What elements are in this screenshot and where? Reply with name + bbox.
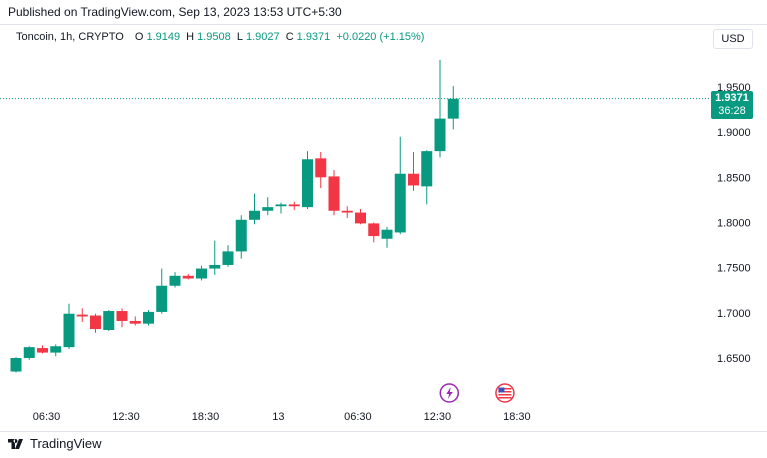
x-tick-label: 18:30: [192, 411, 220, 423]
published-note: Published on TradingView.com, Sep 13, 20…: [8, 5, 342, 19]
candle-down: [76, 314, 88, 317]
low-label: L: [236, 31, 243, 43]
close-label: C: [285, 31, 294, 43]
candle-up: [381, 229, 393, 239]
change-value: +0.0220 (+1.15%): [336, 31, 425, 43]
candle-up: [23, 347, 35, 358]
candle-up: [302, 159, 313, 208]
candle-up: [235, 219, 247, 252]
candle-down: [355, 212, 366, 224]
candle-down: [90, 315, 101, 330]
x-tick-label: 06:30: [344, 411, 372, 423]
candle-down: [328, 176, 340, 211]
x-tick-label: 06:30: [33, 411, 61, 423]
candle-countdown: 36:28: [718, 105, 746, 117]
y-tick-label: 1.8000: [717, 218, 751, 230]
lightning-event-icon[interactable]: [439, 383, 460, 403]
y-tick-label: 1.7000: [717, 308, 751, 320]
candle-up: [275, 204, 287, 207]
candle-up: [447, 98, 459, 119]
high-value: 1.9508: [197, 31, 231, 43]
x-tick-label: 13: [272, 411, 284, 423]
footer-brand: TradingView: [8, 436, 102, 451]
currency-button[interactable]: USD: [713, 29, 753, 49]
candle-up: [222, 251, 234, 265]
x-tick-label: 12:30: [424, 411, 452, 423]
x-tick-label: 12:30: [112, 411, 140, 423]
y-tick-label: 1.9000: [717, 127, 751, 139]
close-value: 1.9371: [296, 31, 331, 43]
candle-up: [196, 268, 207, 279]
candle-down: [182, 275, 194, 279]
low-value: 1.9027: [245, 31, 280, 43]
open-label: O: [134, 31, 144, 43]
candle-down: [37, 348, 48, 353]
candle-up: [10, 358, 22, 372]
candle-down: [129, 320, 141, 324]
y-tick-label: 1.7500: [717, 263, 751, 275]
candle-down: [368, 223, 380, 237]
candle-up: [169, 275, 181, 286]
y-tick-label: 1.6500: [717, 353, 751, 365]
tradingview-logo-icon: [8, 438, 23, 449]
y-tick-label: 1.8500: [717, 172, 751, 184]
candle-up: [209, 264, 221, 269]
us-flag-event-icon[interactable]: [495, 383, 515, 403]
candle-down: [288, 204, 300, 207]
candle-up: [434, 118, 446, 152]
candle-down: [408, 173, 419, 186]
candle-down: [116, 311, 128, 321]
candle-up: [394, 173, 406, 233]
candle-up: [262, 207, 274, 211]
high-label: H: [186, 31, 195, 43]
footer-brand-name: TradingView: [30, 436, 102, 451]
candle-up: [103, 311, 115, 330]
symbol-title: Toncoin, 1h, CRYPTO: [16, 31, 124, 43]
symbol-legend: Toncoin, 1h, CRYPTO O 1.9149 H 1.9508 L 1.9…: [16, 31, 427, 43]
chart-frame: [0, 24, 767, 432]
last-price-value: 1.9371: [715, 92, 749, 104]
candle-down: [341, 210, 353, 213]
open-value: 1.9149: [146, 31, 181, 43]
last-price-label: 1.9371 36:28: [711, 91, 753, 119]
x-tick-label: 18:30: [503, 411, 531, 423]
candle-up: [156, 285, 168, 312]
candle-up: [421, 151, 433, 187]
candle-down: [315, 158, 327, 178]
candle-up: [63, 313, 75, 348]
candle-up: [249, 210, 260, 220]
candle-up: [50, 346, 62, 353]
candle-up: [143, 311, 154, 324]
